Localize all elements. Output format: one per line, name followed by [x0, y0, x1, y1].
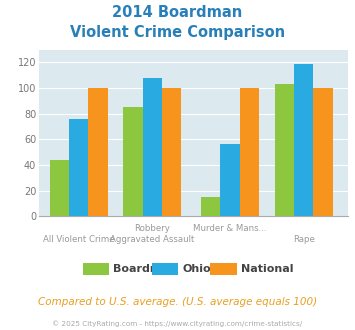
Bar	[124, 107, 143, 216]
Text: Aggravated Assault: Aggravated Assault	[110, 235, 195, 244]
Bar	[50, 160, 69, 216]
Text: 2014 Boardman: 2014 Boardman	[113, 5, 242, 20]
Text: Compared to U.S. average. (U.S. average equals 100): Compared to U.S. average. (U.S. average …	[38, 297, 317, 307]
Text: All Violent Crime: All Violent Crime	[43, 235, 115, 244]
Bar	[162, 88, 181, 216]
Bar	[69, 119, 88, 216]
Text: Murder & Mans...: Murder & Mans...	[193, 224, 267, 233]
Bar	[201, 197, 220, 216]
Bar	[240, 88, 259, 216]
Text: Robbery: Robbery	[135, 224, 170, 233]
Text: © 2025 CityRating.com - https://www.cityrating.com/crime-statistics/: © 2025 CityRating.com - https://www.city…	[53, 320, 302, 327]
Text: Violent Crime Comparison: Violent Crime Comparison	[70, 25, 285, 40]
Bar	[88, 88, 108, 216]
Bar	[143, 78, 162, 216]
Bar	[313, 88, 333, 216]
Text: National: National	[241, 264, 294, 274]
Text: Rape: Rape	[293, 235, 315, 244]
Bar	[275, 84, 294, 216]
Text: Ohio: Ohio	[182, 264, 211, 274]
Bar	[220, 144, 240, 216]
Text: Boardman: Boardman	[114, 264, 177, 274]
Bar	[294, 64, 313, 216]
